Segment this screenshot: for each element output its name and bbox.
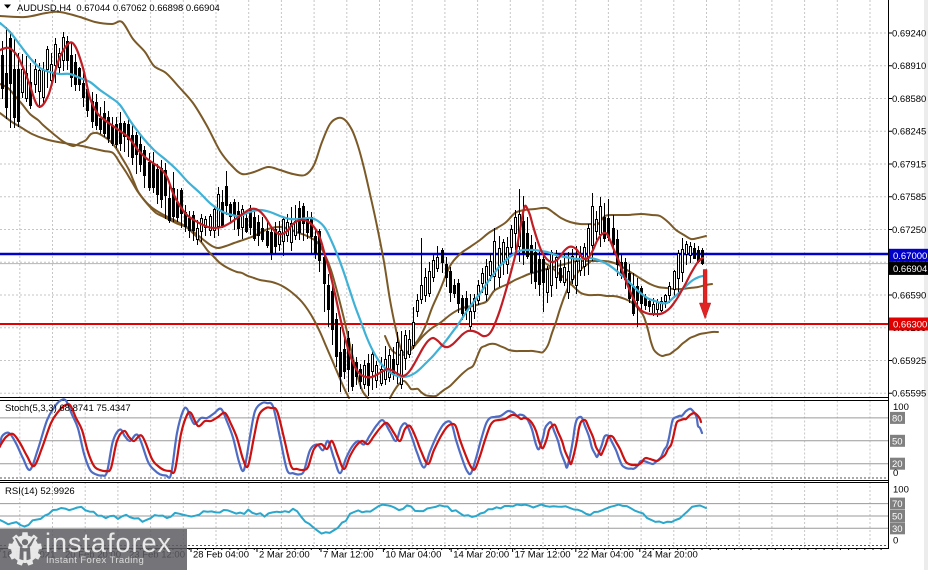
svg-text:50: 50 — [892, 512, 903, 523]
svg-text:2 Mar 20:00: 2 Mar 20:00 — [259, 550, 310, 561]
svg-text:0.66590: 0.66590 — [892, 290, 926, 301]
svg-text:22 Mar 04:00: 22 Mar 04:00 — [578, 550, 634, 561]
svg-text:100: 100 — [893, 402, 909, 413]
svg-text:0.67250: 0.67250 — [892, 225, 926, 236]
svg-text:0.68580: 0.68580 — [892, 94, 926, 105]
svg-text:0.66904: 0.66904 — [893, 264, 927, 275]
svg-text:17 Mar 12:00: 17 Mar 12:00 — [515, 550, 571, 561]
svg-text:0.65595: 0.65595 — [892, 389, 926, 400]
svg-text:10 Mar 04:00: 10 Mar 04:00 — [385, 550, 441, 561]
svg-text:7 Mar 12:00: 7 Mar 12:00 — [323, 550, 374, 561]
svg-text:24 Mar 20:00: 24 Mar 20:00 — [642, 550, 698, 561]
svg-text:0.67585: 0.67585 — [892, 192, 926, 203]
svg-text:0: 0 — [893, 468, 898, 479]
svg-text:0.67000: 0.67000 — [893, 251, 927, 262]
svg-text:80: 80 — [892, 413, 903, 424]
svg-text:50: 50 — [892, 436, 903, 447]
svg-text:14 Mar 20:00: 14 Mar 20:00 — [453, 550, 509, 561]
svg-text:100: 100 — [893, 485, 909, 496]
svg-text:AUDUSD,H4 0.67044 0.67062 0.6: AUDUSD,H4 0.67044 0.67062 0.66898 0.6690… — [17, 2, 220, 13]
svg-text:0.67915: 0.67915 — [892, 159, 926, 170]
svg-text:0.68245: 0.68245 — [892, 127, 926, 138]
svg-text:30: 30 — [892, 524, 903, 535]
svg-text:0: 0 — [893, 536, 898, 547]
svg-text:0.68910: 0.68910 — [892, 61, 926, 72]
svg-text:0.66300: 0.66300 — [893, 320, 927, 331]
svg-text:0.65925: 0.65925 — [892, 356, 926, 367]
svg-text:RSI(14) 52.9926: RSI(14) 52.9926 — [5, 486, 75, 497]
svg-text:instaforex: instaforex — [45, 528, 172, 558]
svg-text:Instant Forex Trading: Instant Forex Trading — [46, 555, 144, 566]
svg-text:70: 70 — [892, 499, 903, 510]
svg-text:0.69240: 0.69240 — [892, 28, 926, 39]
svg-text:Stoch(5,3,3) 68.8741 75.4347: Stoch(5,3,3) 68.8741 75.4347 — [5, 403, 131, 414]
svg-text:28 Feb 04:00: 28 Feb 04:00 — [193, 550, 249, 561]
svg-text:20: 20 — [892, 459, 903, 470]
